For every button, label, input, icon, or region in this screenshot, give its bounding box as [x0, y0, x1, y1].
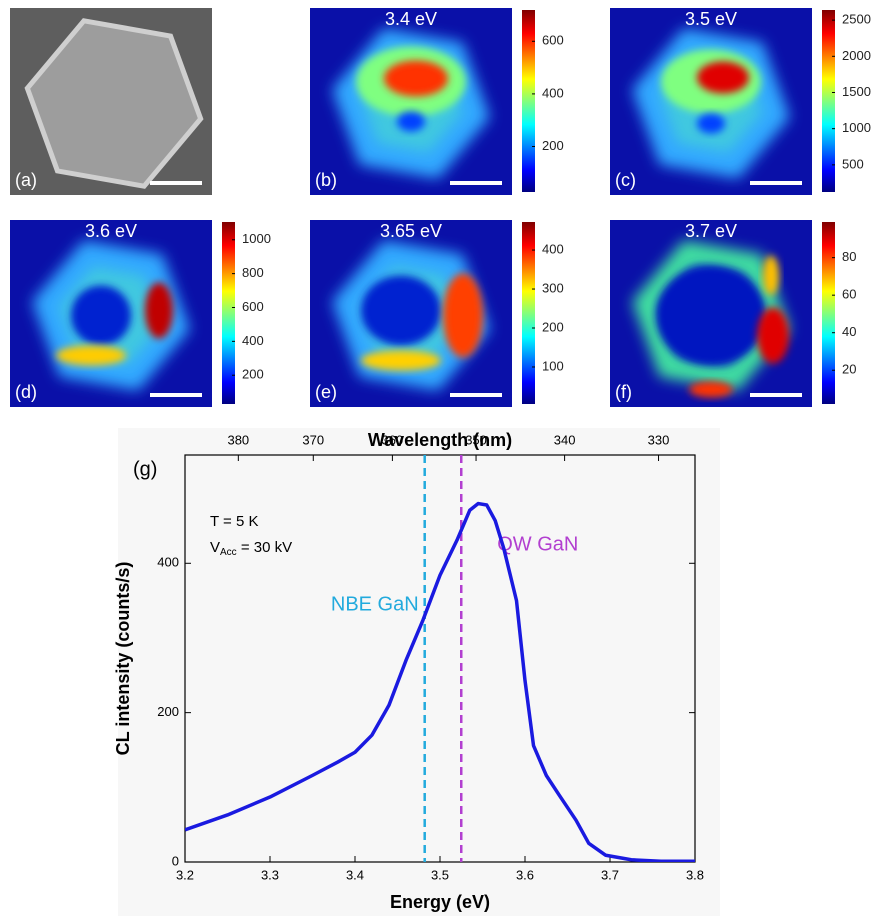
x2-tick-label: 330 [648, 432, 670, 447]
y-tick-label: 0 [172, 853, 179, 868]
map-image [10, 8, 212, 195]
panel-label: (d) [15, 382, 37, 402]
y-tick-label: 400 [157, 555, 179, 570]
colorbar-tick-label: 400 [242, 333, 264, 348]
energy-label: 3.6 eV [85, 221, 137, 241]
hot-spot [656, 265, 766, 366]
x-tick-label: 3.8 [686, 867, 704, 882]
colorbar-tick-label: 200 [542, 138, 564, 153]
map-image [610, 220, 812, 407]
hot-spot [71, 285, 131, 346]
colorbar-tick-label: 600 [542, 33, 564, 48]
colorbar-tick-label: 500 [842, 156, 864, 171]
x-axis-title: Energy (eV) [390, 892, 490, 912]
hot-spot [384, 60, 448, 97]
energy-label: 3.65 eV [380, 221, 442, 241]
x-tick-label: 3.3 [261, 867, 279, 882]
map-image [10, 220, 212, 407]
hot-spot [361, 350, 441, 371]
map-image [310, 220, 512, 407]
energy-label: 3.5 eV [685, 9, 737, 29]
colorbar-tick-label: 1000 [842, 120, 871, 135]
panel-label: (f) [615, 382, 632, 402]
colorbar-tick-label: 100 [542, 358, 564, 373]
x2-tick-label: 340 [554, 432, 576, 447]
hot-spot [443, 273, 483, 358]
note: VAcc = 30 kV [210, 539, 292, 558]
map-image [310, 8, 512, 195]
note-part: V [210, 539, 220, 556]
colorbar [522, 10, 535, 192]
x-tick-label: 3.4 [346, 867, 364, 882]
y-axis-title: CL intensity (counts/s) [113, 562, 133, 756]
colorbar [822, 222, 835, 404]
chart-background [118, 428, 720, 916]
hot-spot [697, 113, 725, 134]
colorbar-tick-label: 600 [242, 299, 264, 314]
colorbar-tick-label: 1500 [842, 84, 871, 99]
hot-spot [697, 61, 749, 94]
colorbar-tick-label: 2000 [842, 48, 871, 63]
colorbar-tick-label: 1000 [242, 231, 271, 246]
note-sub: Acc [220, 547, 237, 558]
colorbar-tick-label: 20 [842, 362, 856, 377]
hot-spot [56, 345, 126, 366]
panel-label: (g) [133, 458, 157, 480]
reference-label: QW GaN [497, 533, 578, 555]
map-image [610, 8, 812, 195]
note: T = 5 K [210, 513, 259, 530]
colorbar-tick-label: 300 [542, 280, 564, 295]
colorbar-tick-label: 40 [842, 324, 856, 339]
hexagon [24, 18, 204, 189]
hot-spot [763, 255, 779, 296]
panel-label: (e) [315, 382, 337, 402]
energy-label: 3.7 eV [685, 221, 737, 241]
panel-label: (b) [315, 170, 337, 190]
hot-spot [757, 307, 789, 364]
colorbar-tick-label: 200 [242, 367, 264, 382]
x-tick-label: 3.5 [431, 867, 449, 882]
colorbar-tick-label: 400 [542, 241, 564, 256]
colorbar-tick-label: 200 [542, 319, 564, 334]
colorbar [222, 222, 235, 404]
y-tick-label: 200 [157, 704, 179, 719]
hot-spot [145, 282, 173, 339]
x2-axis-title: Wavelength (nm) [368, 430, 512, 450]
colorbar-tick-label: 60 [842, 287, 856, 302]
colorbar-tick-label: 2500 [842, 12, 871, 27]
colorbar-tick-label: 80 [842, 249, 856, 264]
x-tick-label: 3.7 [601, 867, 619, 882]
panel-label: (c) [615, 170, 636, 190]
colorbar [822, 10, 835, 192]
colorbar [522, 222, 535, 404]
reference-label: NBE GaN [331, 593, 419, 615]
panel-label: (a) [15, 170, 37, 190]
hot-spot [689, 381, 733, 398]
x2-tick-label: 350 [465, 432, 487, 447]
hot-spot [397, 111, 425, 132]
x2-tick-label: 360 [382, 432, 404, 447]
energy-label: 3.4 eV [385, 9, 437, 29]
x2-tick-label: 370 [302, 432, 324, 447]
hot-spot [361, 275, 441, 346]
spectrum-line [185, 501, 695, 862]
note-part: = 30 kV [237, 539, 292, 556]
x-tick-label: 3.6 [516, 867, 534, 882]
x-tick-label: 3.2 [176, 867, 194, 882]
x2-tick-label: 380 [227, 432, 249, 447]
colorbar-tick-label: 400 [542, 85, 564, 100]
colorbar-tick-label: 800 [242, 265, 264, 280]
